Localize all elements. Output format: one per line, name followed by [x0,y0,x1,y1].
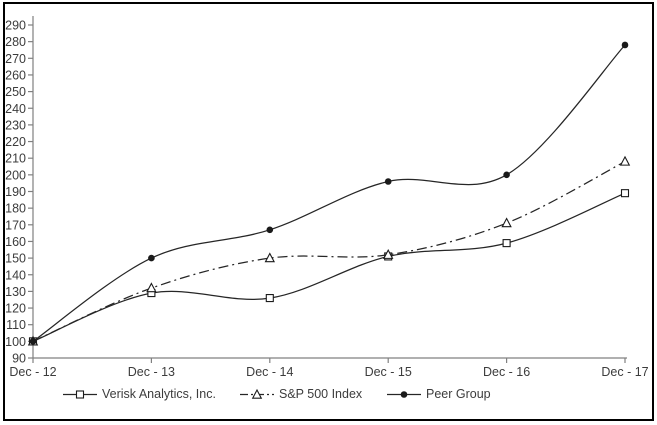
data-point-marker-series-1 [501,217,512,228]
chart-legend: Verisk Analytics, Inc. S&P 500 Index Pee… [0,386,657,403]
y-axis-tick-label: 230 [5,118,26,132]
data-point-marker-series-2 [503,171,510,179]
data-point-marker-series-1 [146,282,157,293]
y-axis-tick-label: 110 [6,318,26,332]
data-point-marker-series-1 [382,248,394,259]
data-point-marker-series-1 [264,252,276,263]
legend-label-sp500: S&P 500 Index [279,387,363,401]
y-axis-tick-label: 200 [5,168,26,182]
data-point-marker-series-2 [621,41,629,49]
legend-label-verisk: Verisk Analytics, Inc. [102,387,216,401]
legend-swatch-filled-circle-icon [387,391,421,398]
x-axis-label: Dec - 13 [128,365,175,379]
x-axis-label: Dec - 17 [601,365,648,379]
data-point-marker-series-2 [29,338,37,345]
y-axis-tick-label: 220 [5,135,26,149]
y-axis-tick-label: 210 [5,152,26,166]
data-point-marker-series-2 [148,254,155,262]
legend-item-peer-group: Peer Group [387,386,491,403]
y-axis-tick-label: 140 [5,268,26,282]
legend-label-peer-group: Peer Group [426,387,491,401]
series-line-2 [32,44,626,342]
y-axis-tick-label: 160 [5,235,26,249]
y-axis-tick-label: 170 [5,218,26,232]
y-axis-tick-label: 240 [5,102,26,116]
legend-item-sp500: S&P 500 Index [240,386,362,403]
legend-item-verisk: Verisk Analytics, Inc. [63,386,216,403]
y-axis-tick-label: 100 [5,335,26,349]
data-point-marker-series-0 [265,294,274,303]
data-point-marker-series-0 [502,239,511,248]
legend-swatch-open-square-icon [63,390,97,399]
y-axis-tick-label: 290 [5,19,26,33]
y-axis-tick-label: 150 [5,252,26,266]
y-axis-tick-label: 250 [5,85,26,99]
y-axis-tick-label: 130 [5,285,26,299]
y-axis-tick-label: 120 [5,302,26,316]
series-line-1 [32,160,626,342]
x-axis-label: Dec - 14 [246,365,293,379]
legend-swatch-open-triangle-icon [240,388,274,399]
y-axis-tick-label: 270 [5,52,26,66]
y-axis-tick-label: 180 [5,202,26,216]
y-axis-tick-label: 260 [5,68,26,82]
data-point-marker-series-2 [266,226,274,234]
x-axis-label: Dec - 12 [9,365,56,379]
x-axis-label: Dec - 15 [365,365,412,379]
x-axis-label: Dec - 16 [483,365,530,379]
y-axis-tick-label: 190 [5,185,26,199]
data-point-marker-series-0 [620,189,630,198]
y-axis-tick-label: 280 [5,35,26,49]
data-point-marker-series-2 [384,178,392,185]
series-line-0 [32,192,626,342]
axes-lines [32,16,627,359]
y-axis-tick-label: 90 [12,352,26,366]
data-point-marker-series-1 [619,155,631,166]
